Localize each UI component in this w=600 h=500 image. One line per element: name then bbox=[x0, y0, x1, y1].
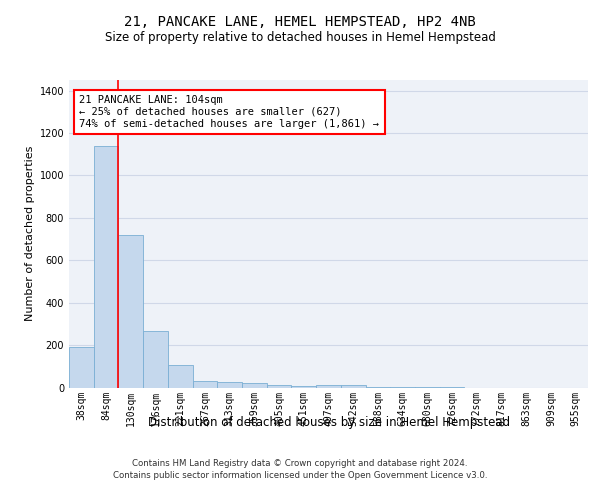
Bar bbox=[267, 386, 292, 388]
Bar bbox=[316, 386, 341, 388]
Bar bbox=[193, 381, 217, 388]
Bar bbox=[94, 146, 118, 388]
Text: 21, PANCAKE LANE, HEMEL HEMPSTEAD, HP2 4NB: 21, PANCAKE LANE, HEMEL HEMPSTEAD, HP2 4… bbox=[124, 16, 476, 30]
Text: 21 PANCAKE LANE: 104sqm
← 25% of detached houses are smaller (627)
74% of semi-d: 21 PANCAKE LANE: 104sqm ← 25% of detache… bbox=[79, 96, 379, 128]
Text: Size of property relative to detached houses in Hemel Hempstead: Size of property relative to detached ho… bbox=[104, 31, 496, 44]
Bar bbox=[118, 235, 143, 388]
Bar bbox=[292, 386, 316, 388]
Bar bbox=[69, 347, 94, 388]
Text: Contains public sector information licensed under the Open Government Licence v3: Contains public sector information licen… bbox=[113, 472, 487, 480]
Bar bbox=[168, 364, 193, 388]
Text: Distribution of detached houses by size in Hemel Hempstead: Distribution of detached houses by size … bbox=[148, 416, 510, 429]
Text: Contains HM Land Registry data © Crown copyright and database right 2024.: Contains HM Land Registry data © Crown c… bbox=[132, 460, 468, 468]
Bar bbox=[242, 384, 267, 388]
Y-axis label: Number of detached properties: Number of detached properties bbox=[25, 146, 35, 322]
Bar bbox=[217, 382, 242, 388]
Bar bbox=[341, 386, 365, 388]
Bar bbox=[143, 332, 168, 388]
